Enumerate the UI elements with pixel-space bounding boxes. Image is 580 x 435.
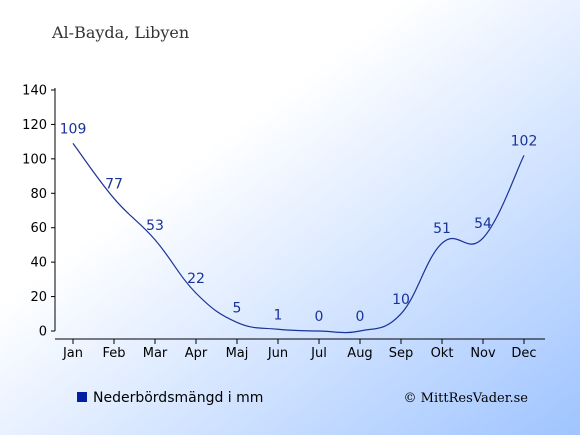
data-label: 22 [187,271,205,287]
data-label: 51 [433,221,451,237]
x-tick-label: Jun [267,346,288,361]
y-tick-label: 20 [30,290,47,305]
y-tick-label: 60 [30,221,47,236]
data-label: 53 [146,218,164,234]
y-tick-label: 80 [30,187,47,202]
data-label: 1 [274,307,283,323]
credit-text: © MittResVader.se [404,391,529,406]
x-tick-label: Okt [431,346,454,361]
x-tick-label: Jul [310,346,327,361]
x-tick-label: Maj [226,346,249,361]
y-tick-label: 120 [22,118,47,133]
x-tick-label: Nov [470,346,496,361]
y-tick-label: 40 [30,256,47,271]
legend-swatch [77,392,87,402]
x-tick-label: Feb [102,346,125,361]
y-tick-label: 100 [22,152,47,167]
y-axis: 0 20 40 60 80 100 120 140 [22,84,56,340]
data-label: 10 [392,292,410,308]
precipitation-line [72,143,525,334]
data-label: 0 [356,309,365,325]
data-label: 109 [60,121,87,137]
y-tick-label: 140 [22,84,47,99]
x-axis: Jan Feb Mar Apr Maj Jun Jul Aug Sep Okt Nov Dec [55,338,545,361]
x-tick-label: Apr [185,346,208,361]
legend: Nederbördsmängd i mm [77,390,263,406]
data-label: 102 [511,133,538,149]
x-tick-label: Jan [62,346,83,361]
data-label: 5 [233,300,242,316]
legend-label: Nederbördsmängd i mm [93,390,263,406]
location-title: Al-Bayda, Libyen [51,23,189,42]
data-label: 54 [474,216,492,232]
y-tick-label: 0 [39,325,47,340]
series-layer [72,143,525,334]
x-tick-label: Aug [347,346,372,361]
x-tick-label: Dec [511,346,536,361]
data-label: 0 [315,309,324,325]
x-tick-label: Sep [389,346,414,361]
x-tick-label: Mar [143,346,168,361]
data-label: 77 [105,176,123,192]
